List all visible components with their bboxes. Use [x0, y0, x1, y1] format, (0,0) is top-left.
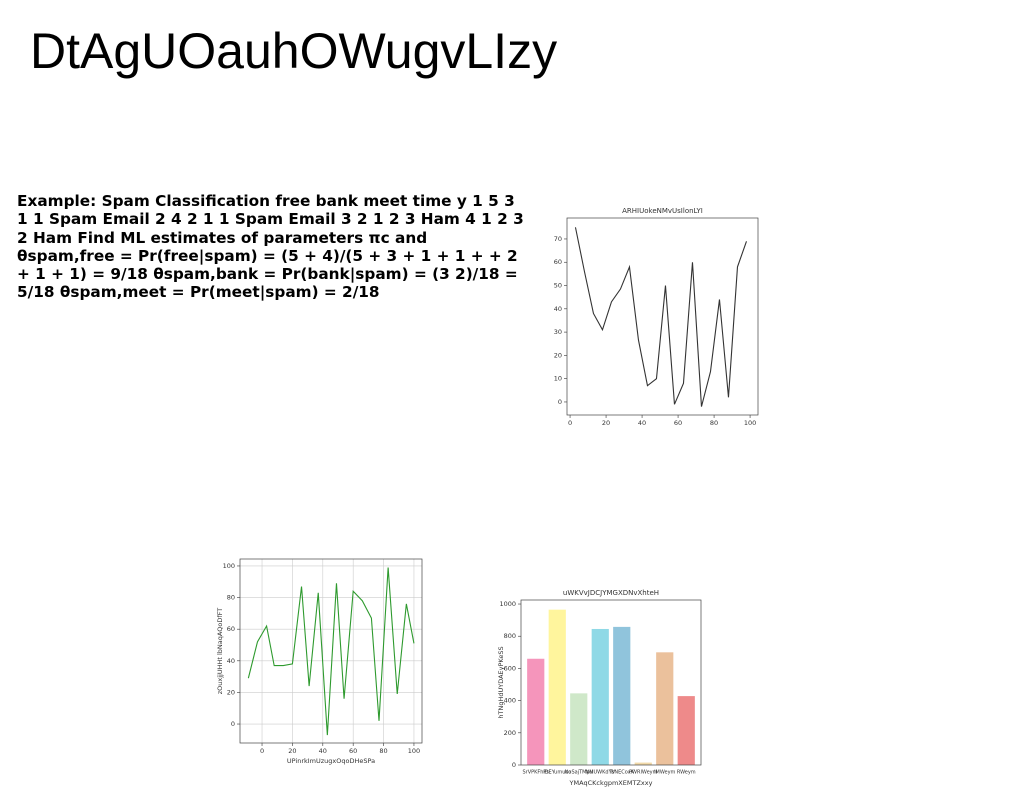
y-tick-label: 0 [231, 720, 235, 728]
y-tick-label: 400 [504, 697, 516, 705]
bar [527, 658, 545, 765]
x-tick-label: 80 [379, 747, 387, 755]
chart-title: ARHIUokeNMvUsIlonLYI [622, 207, 703, 215]
x-tick-label: lDEYumuco [543, 770, 571, 776]
x-tick-label: 80 [710, 419, 718, 427]
x-tick-label: 100 [408, 747, 420, 755]
x-tick-label: 0 [568, 419, 572, 427]
x-tick-label: 100 [744, 419, 756, 427]
bar [613, 626, 631, 765]
bar [656, 652, 674, 765]
x-tick-label: RWeym [677, 770, 696, 776]
y-tick-label: 70 [554, 235, 562, 243]
y-tick-label: 800 [504, 632, 516, 640]
y-tick-label: 0 [512, 761, 516, 769]
x-tick-label: IMWeym [654, 770, 675, 776]
bar [570, 693, 588, 765]
y-tick-label: 40 [554, 305, 562, 313]
x-tick-label: PWRIWeym [629, 770, 658, 776]
y-tick-label: 200 [504, 729, 516, 737]
y-tick-label: 50 [554, 282, 562, 290]
y-tick-label: 30 [554, 328, 562, 336]
y-tick-label: 40 [227, 657, 235, 665]
body-text: Example: Spam Classification free bank m… [17, 192, 524, 302]
x-tick-label: 20 [602, 419, 610, 427]
x-axis-label: UPinrkImUzugxOqoDHeSPa [287, 757, 375, 765]
x-tick-label: NoSajTMpu [565, 770, 593, 776]
bar [591, 628, 609, 765]
chart-title: uWKVvJDCJYMGXDNvXhteH [563, 589, 659, 597]
y-tick-label: 100 [223, 562, 235, 570]
y-tick-label: 80 [227, 594, 235, 602]
x-axis-label: YMAqCKckgpmXEMTZxxy [569, 779, 653, 787]
bar [548, 609, 566, 765]
x-tick-label: 40 [319, 747, 327, 755]
x-tick-label: 60 [674, 419, 682, 427]
y-tick-label: 1000 [499, 600, 516, 608]
plot-frame [566, 217, 759, 416]
bar [677, 696, 695, 765]
y-tick-label: 60 [227, 625, 235, 633]
y-tick-label: 10 [554, 375, 562, 383]
x-tick-label: 60 [349, 747, 357, 755]
x-tick-label: 40 [638, 419, 646, 427]
x-tick-label: 20 [288, 747, 296, 755]
x-tick-label: NMUWKdYV [585, 770, 615, 776]
plot-frame [520, 599, 702, 766]
y-tick-label: 600 [504, 664, 516, 672]
y-tick-label: 20 [227, 688, 235, 696]
y-axis-label: zOuxjjUHHt lbNaqAQoDfFT [216, 608, 224, 695]
bar [634, 762, 652, 765]
x-tick-label: SrVPKFhPs [522, 770, 549, 776]
plot-frame [239, 558, 423, 744]
page-title: DtAgUOauhOWugvLIzy [30, 23, 558, 79]
line-series [247, 567, 415, 736]
x-tick-label: TsNECoxK [609, 770, 635, 776]
y-tick-label: 0 [558, 398, 562, 406]
y-tick-label: 20 [554, 351, 562, 359]
y-tick-label: 60 [554, 258, 562, 266]
x-tick-label: 0 [260, 747, 264, 755]
line-series [574, 227, 747, 407]
y-axis-label: hTNgHdUYDAEyPKeSS [497, 646, 505, 718]
